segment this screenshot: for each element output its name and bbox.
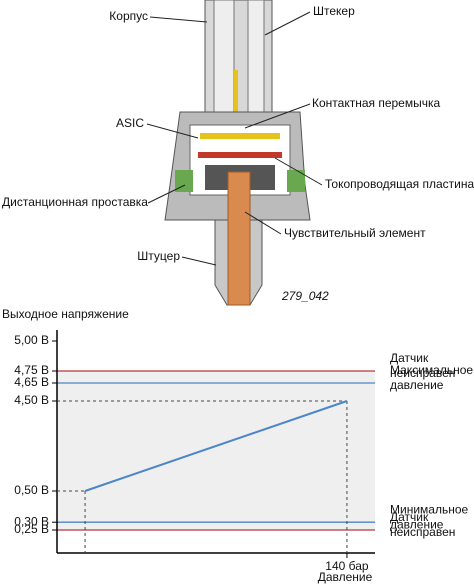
reference-label: давление [390,517,444,531]
reference-label: неисправен [390,525,455,539]
y-tick-label: 0,50 В [14,483,49,497]
leader [244,103,311,129]
label: Токопроводящая пластина [325,177,474,191]
y-axis-label: Выходное напряжение [2,307,129,321]
series-line [84,400,348,492]
y-tick-label: 4,50 В [14,393,49,407]
y-tick-label: 5,00 В [14,333,49,347]
label: Дистанционная проставка [2,195,148,209]
chart: Выходное напряжение Давление Датчикнеисп… [2,307,473,584]
reference-label: Датчик [390,510,429,524]
label: Штекер [313,4,355,18]
label: ASIC [116,116,144,130]
reference-label: Максимальное [390,363,473,377]
leader [274,157,323,186]
label: Штуцер [137,249,180,263]
label: Чувствительный элемент [284,226,426,240]
reference-label: неисправен [390,366,455,380]
label: Контактная перемычка [312,96,441,110]
y-tick-label: 4,65 В [14,375,49,389]
leader [147,184,186,204]
leader [264,11,311,36]
y-tick-label: 0,30 В [14,514,49,528]
reference-label: Минимальное [390,502,469,516]
y-tick-label: 4,75 В [14,363,49,377]
reference-label: давление [390,378,444,392]
leader [244,211,282,235]
x-tick-label: 140 бар [325,559,369,573]
x-axis-label: Давление [318,570,373,584]
leader [149,16,208,23]
figure-id: 279_042 [281,289,329,303]
diagram-labels: Корпус Штекер Контактная перемычка ASIC … [2,4,474,303]
leader [146,123,199,139]
band [57,371,375,530]
label: Корпус [109,9,148,23]
y-tick-label: 0,25 В [14,522,49,536]
reference-label: Датчик [390,351,429,365]
sensor-drawing [164,0,311,306]
leader [181,256,217,266]
